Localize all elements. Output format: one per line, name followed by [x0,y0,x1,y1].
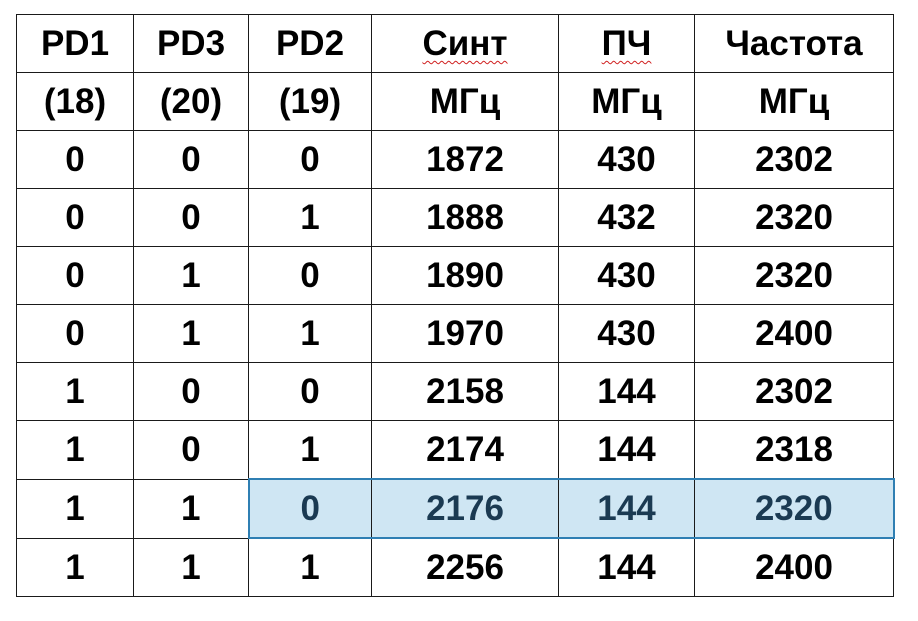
header-cell-pd1-pin[interactable]: (18) [16,72,134,131]
table-cell[interactable]: 1890 [371,246,559,305]
table-row-selected: 1 1 0 2176 144 2320 [16,478,895,539]
header-cell-pd2[interactable]: PD2 [248,14,372,73]
table-cell[interactable]: 1888 [371,188,559,247]
table-cell[interactable]: 0 [16,130,134,189]
table-cell[interactable]: 1 [248,304,372,363]
table-cell[interactable]: 0 [16,188,134,247]
table-cell[interactable]: 430 [558,304,695,363]
table-cell[interactable]: 2320 [694,188,894,247]
table-cell[interactable]: 2400 [694,537,894,597]
table-cell[interactable]: 1 [16,537,134,597]
header-cell-frequency-unit[interactable]: МГц [694,72,894,131]
table-cell[interactable]: 2302 [694,130,894,189]
table-cell[interactable]: 0 [133,130,249,189]
table-row: 1 0 0 2158 144 2302 [16,362,894,421]
table-row: 0 1 0 1890 430 2320 [16,246,894,305]
table-cell[interactable]: 2302 [694,362,894,421]
header-row: (18) (20) (19) МГц МГц МГц [16,72,894,131]
table-cell[interactable]: 2174 [371,420,559,480]
table-cell[interactable]: 1 [133,537,249,597]
table-cell[interactable]: 2158 [371,362,559,421]
table-cell[interactable]: 2318 [694,420,894,480]
table-cell[interactable]: 144 [558,537,695,597]
table-cell[interactable]: 144 [558,420,695,480]
table-cell[interactable]: 1 [16,420,134,480]
header-cell-pd1[interactable]: PD1 [16,14,134,73]
header-cell-synth[interactable]: Синт [371,14,559,73]
table-cell[interactable]: 0 [248,130,372,189]
selected-table-cell[interactable]: 2320 [694,478,895,539]
table-cell[interactable]: 2256 [371,537,559,597]
frequency-table: PD1 PD3 PD2 Синт ПЧ Частота (18) (20) (1… [16,14,895,597]
table-row: 0 0 1 1888 432 2320 [16,188,894,247]
table-row: 0 0 0 1872 430 2302 [16,130,894,189]
table-cell[interactable]: 1 [133,246,249,305]
table-cell[interactable]: 1872 [371,130,559,189]
table-cell[interactable]: 1970 [371,304,559,363]
table-cell[interactable]: 1 [16,362,134,421]
selected-table-cell[interactable]: 144 [558,478,695,539]
table-row: 1 1 1 2256 144 2400 [16,537,894,597]
header-row: PD1 PD3 PD2 Синт ПЧ Частота [16,14,894,73]
table-cell[interactable]: 1 [133,478,249,539]
selected-table-cell[interactable]: 2176 [371,478,559,539]
header-cell-pd3[interactable]: PD3 [133,14,249,73]
table-cell[interactable]: 144 [558,362,695,421]
header-cell-if[interactable]: ПЧ [558,14,695,73]
table-cell[interactable]: 0 [16,246,134,305]
table-cell[interactable]: 2400 [694,304,894,363]
table-cell[interactable]: 0 [133,362,249,421]
header-cell-frequency[interactable]: Частота [694,14,894,73]
table-cell[interactable]: 430 [558,130,695,189]
header-cell-pd3-pin[interactable]: (20) [133,72,249,131]
table-cell[interactable]: 0 [133,420,249,480]
selected-table-cell[interactable]: 0 [247,478,372,539]
table-cell[interactable]: 0 [248,362,372,421]
table-cell[interactable]: 430 [558,246,695,305]
table-row: 0 1 1 1970 430 2400 [16,304,894,363]
table-cell[interactable]: 1 [248,537,372,597]
header-cell-if-unit[interactable]: МГц [558,72,695,131]
table-cell[interactable]: 1 [133,304,249,363]
table-cell[interactable]: 1 [248,188,372,247]
table-cell[interactable]: 0 [248,246,372,305]
table-cell[interactable]: 1 [16,478,134,539]
table-cell[interactable]: 0 [16,304,134,363]
table-row: 1 0 1 2174 144 2318 [16,420,894,480]
table-cell[interactable]: 432 [558,188,695,247]
header-cell-pd2-pin[interactable]: (19) [248,72,372,131]
header-cell-synth-unit[interactable]: МГц [371,72,559,131]
data-table-container: PD1 PD3 PD2 Синт ПЧ Частота (18) (20) (1… [16,14,895,597]
table-cell[interactable]: 2320 [694,246,894,305]
table-cell[interactable]: 0 [133,188,249,247]
table-cell[interactable]: 1 [248,420,372,480]
